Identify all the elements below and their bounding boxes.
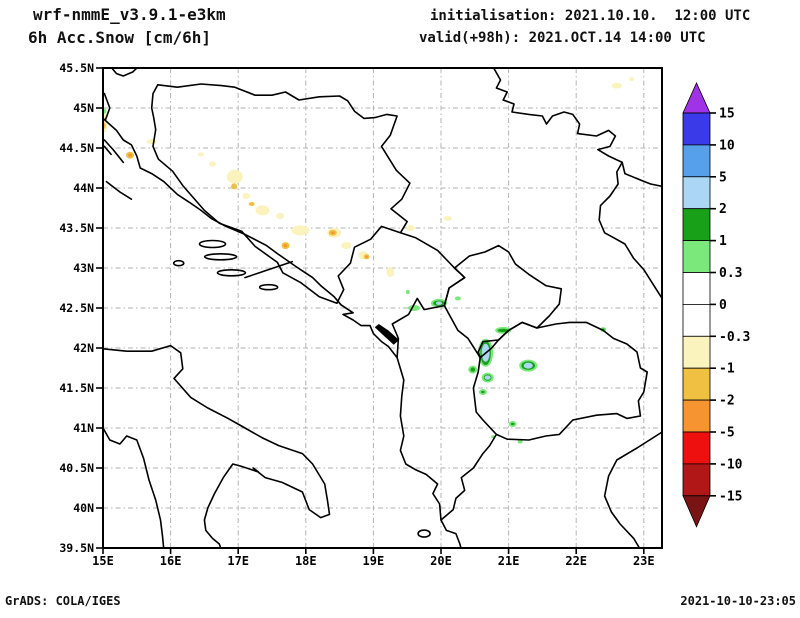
snow-negative-spot [629, 77, 635, 82]
lat-tick-label: 44.5N [59, 141, 94, 155]
gridlines [103, 68, 662, 548]
snow-negative-spot [291, 225, 310, 236]
colorbar-segment [682, 176, 711, 210]
colorbar-below-min-arrow [682, 495, 711, 528]
colorbar-label: 10 [719, 138, 735, 153]
colorbar-label: 2 [719, 202, 727, 217]
colorbar-label: -15 [719, 489, 742, 504]
colorbar-label: 0 [719, 298, 727, 313]
init-time: initialisation: 2021.10.10. 12:00 UTC [430, 8, 751, 24]
colorbar-label: 15 [719, 107, 735, 122]
lon-tick-label: 21E [498, 554, 520, 568]
colorbar-label: 5 [719, 170, 727, 185]
lat-tick-label: 42.5N [59, 301, 94, 315]
snow-positive-spot [517, 439, 523, 444]
valid-time: valid(+98h): 2021.OCT.14 14:00 UTC [419, 30, 706, 46]
axes: 45.5N 45N 44.5N 44N 43.5N 43N 42.5N 42N 41.5N 41N… [59, 61, 654, 568]
island-outline [203, 252, 238, 261]
lake-scutari [374, 324, 400, 345]
lat-tick-label: 45.5N [59, 61, 94, 75]
island-outline [216, 268, 247, 277]
lon-tick-label: 20E [430, 554, 452, 568]
island-outline [417, 529, 431, 538]
colorbar-label: -2 [719, 394, 735, 409]
snow-contours [103, 77, 635, 444]
colorbar-above-max-arrow [682, 82, 711, 114]
snow-negative-spot [255, 205, 270, 216]
snow-negative-spot [242, 193, 251, 199]
snow-negative-spot [341, 242, 352, 250]
island-outline [258, 283, 279, 291]
colorbar-label: -5 [719, 426, 735, 441]
colorbar: 15 10 5 2 1 0.3 0 -0.3 -1 -2 -5 -10 -15 [682, 82, 750, 528]
lat-tick-label: 41.5N [59, 381, 94, 395]
colorbar-segment [682, 112, 711, 146]
snow-negative-spot [209, 161, 217, 167]
snow-negative-spot [198, 152, 205, 157]
lon-tick-label: 18E [295, 554, 317, 568]
colorbar-segment [682, 240, 711, 273]
colorbar-segment [682, 303, 711, 337]
snow-positive-spot [454, 296, 461, 301]
lat-tick-label: 41N [73, 421, 94, 435]
coastlines-borders [103, 68, 662, 548]
map-canvas [103, 68, 662, 548]
grads-credit: GrADS: COLA/IGES [5, 594, 121, 608]
lat-tick-label: 44N [73, 181, 94, 195]
colorbar-label: 0.3 [719, 266, 742, 281]
snow-negative-spot [611, 82, 622, 89]
model-title: wrf-nmmE_v3.9.1-e3km [33, 5, 226, 24]
snow-negative-spot [146, 139, 157, 145]
lat-tick-label: 43.5N [59, 221, 94, 235]
island-outline [172, 259, 185, 267]
colorbar-label: -1 [719, 362, 735, 377]
colorbar-segment [682, 272, 711, 305]
colorbar-segment [682, 367, 711, 401]
lat-tick-label: 45N [73, 101, 94, 115]
lon-tick-label: 17E [227, 554, 249, 568]
colorbar-label: -0.3 [719, 330, 750, 345]
island-outline [198, 239, 227, 249]
snow-positive-spot [405, 290, 410, 294]
snow-negative-spot [248, 202, 255, 206]
snow-negative-spot [443, 215, 452, 221]
colorbar-label: -10 [719, 457, 743, 472]
colorbar-segment [682, 431, 711, 465]
colorbar-segment [682, 399, 711, 433]
snow-negative-spot [226, 169, 243, 184]
colorbar-segment [682, 144, 711, 178]
snow-negative-spot [386, 267, 395, 277]
lat-tick-label: 42N [73, 341, 94, 355]
snow-negative-spot [231, 183, 238, 190]
lon-tick-label: 19E [363, 554, 385, 568]
colorbar-segment [682, 463, 711, 497]
lon-tick-label: 16E [160, 554, 182, 568]
lat-tick-label: 40.5N [59, 461, 94, 475]
snow-negative-spot [276, 213, 285, 219]
creation-timestamp: 2021-10-10-23:05 [680, 594, 796, 608]
lat-tick-label: 40N [73, 501, 94, 515]
lat-tick-label: 39.5N [59, 541, 94, 555]
lon-tick-label: 23E [633, 554, 655, 568]
snow-negative-spot [406, 225, 415, 231]
colorbar-label: 1 [719, 234, 727, 249]
product-title: 6h Acc.Snow [cm/6h] [28, 28, 212, 47]
lon-tick-label: 22E [565, 554, 587, 568]
colorbar-segment [682, 335, 711, 369]
lat-tick-label: 43N [73, 261, 94, 275]
lon-tick-label: 15E [92, 554, 114, 568]
colorbar-segment [682, 208, 711, 241]
